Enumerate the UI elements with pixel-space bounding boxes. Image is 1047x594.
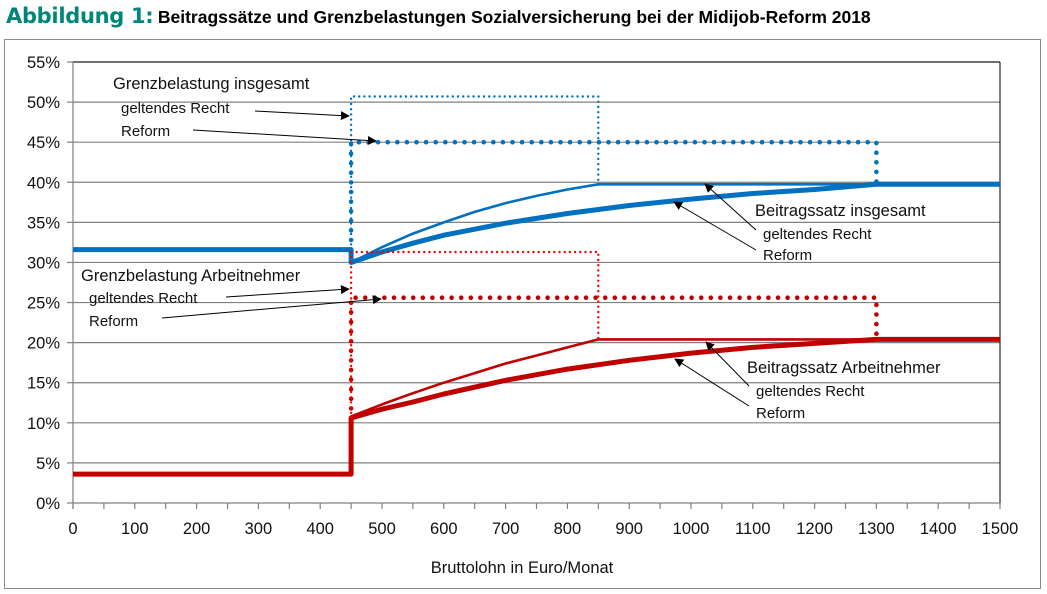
series-line-beitragssatz-insgesamt-geltendes-recht (73, 183, 1000, 264)
y-tick-label: 30% (27, 254, 60, 272)
arrow-bs-an-current (705, 341, 750, 387)
x-tick-label: 1500 (982, 520, 1019, 538)
x-tick-label: 1000 (673, 520, 710, 538)
annotation-gb-total-reform: Reform (121, 123, 170, 140)
x-tick-label: 1100 (735, 520, 770, 538)
y-tick-label: 40% (27, 174, 60, 192)
annotation-bs-an-current: geltendes Recht (756, 383, 865, 400)
x-tick-label: 400 (306, 520, 334, 538)
annotation-bs-an-heading: Beitragssatz Arbeitnehmer (747, 359, 941, 377)
x-tick-label: 600 (430, 520, 458, 538)
annotation-layer: Grenzbelastung insgesamt geltendes Recht… (81, 75, 941, 422)
y-tick-label: 20% (27, 335, 60, 353)
x-tick-label: 1300 (858, 520, 895, 538)
series-line-grenzbelastung-insgesamt-geltendes-recht (349, 95, 600, 251)
x-tick-label: 300 (245, 520, 273, 538)
series-line-grenzbelastung-insgesamt-reform (348, 139, 879, 252)
y-tick-label: 45% (27, 134, 60, 152)
annotation-bs-an-reform: Reform (756, 405, 805, 422)
annotation-bs-total-current: geltendes Recht (763, 226, 872, 243)
series-line-beitragssatz-arbeitnehmer-geltendes-recht (73, 338, 1000, 476)
y-tick-label: 35% (27, 214, 60, 232)
arrow-bs-total-current (704, 183, 757, 231)
x-tick-label: 1200 (796, 520, 833, 538)
annotation-gb-an-heading: Grenzbelastung Arbeitnehmer (81, 267, 301, 285)
annotation-gb-an-current: geltendes Recht (89, 290, 198, 307)
arrow-gb-an-current (225, 285, 350, 298)
axis-layer: 0% 5% 10% 15% 20% 25% 30% 35% 40% 45% 50% 55% 0 100 20… (27, 54, 1018, 538)
arrow-gb-an-reform (161, 295, 382, 319)
figure-label: Abbildung 1: (6, 4, 154, 28)
x-tick-label: 200 (183, 520, 211, 538)
figure-title-text: Beitragssätze und Grenzbelastungen Sozia… (157, 7, 871, 27)
x-tick-label: 0 (68, 520, 77, 538)
y-tick-label: 50% (27, 94, 60, 112)
series-line-grenzbelastung-arbeitnehmer-geltendes-recht (349, 250, 600, 420)
x-tick-label: 900 (615, 520, 643, 538)
y-tick-label: 15% (27, 375, 60, 393)
annotation-gb-total-heading: Grenzbelastung insgesamt (113, 75, 310, 93)
x-tick-label: 700 (492, 520, 520, 538)
series-line-beitragssatz-arbeitnehmer-reform (73, 336, 1000, 477)
x-tick-label: 800 (554, 520, 582, 538)
y-tick-label: 0% (36, 495, 60, 513)
chart-frame (4, 39, 1041, 589)
x-tick-label: 1400 (920, 520, 957, 538)
annotation-gb-total-current: geltendes Recht (121, 100, 230, 117)
annotation-gb-an-reform: Reform (89, 313, 138, 330)
x-axis-label: Bruttolohn in Euro/Monat (431, 559, 614, 577)
y-tick-label: 25% (27, 295, 60, 313)
y-tick-label: 10% (27, 415, 60, 433)
arrow-gb-total-current (254, 110, 350, 121)
arrow-bs-an-reform (674, 358, 750, 407)
x-tick-label: 500 (368, 520, 396, 538)
annotation-bs-total-reform: Reform (763, 247, 812, 264)
annotation-bs-total-heading: Beitragssatz insgesamt (755, 202, 926, 220)
figure-title: Abbildung 1: Beitragssätze und Grenzbela… (6, 4, 871, 30)
series-line-grenzbelastung-arbeitnehmer-reform (348, 295, 879, 421)
arrow-bs-total-reform (673, 201, 757, 251)
x-tick-label: 100 (121, 520, 149, 538)
y-tick-label: 55% (27, 54, 60, 72)
arrow-gb-total-reform (192, 129, 377, 146)
series-layer (73, 95, 1000, 477)
y-tick-label: 5% (36, 455, 60, 473)
